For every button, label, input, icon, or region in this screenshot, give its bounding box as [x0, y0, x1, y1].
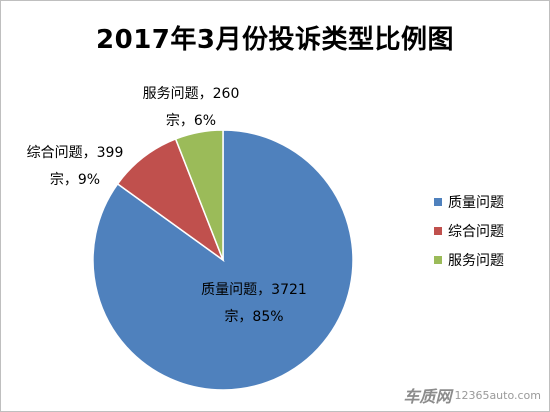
legend-item-service: 服务问题 [434, 245, 504, 274]
data-label-quality-line2: 宗，85% [224, 309, 283, 325]
data-label-general-line1: 综合问题，399 [27, 145, 124, 161]
pie-slice-service [174, 129, 224, 261]
data-label-quality-line1: 质量问题，3721 [201, 282, 307, 298]
watermark-brand: 车质网 [403, 387, 452, 406]
data-label-service-line1: 服务问题，260 [143, 86, 240, 102]
watermark: 车质网 12365auto.com [403, 383, 541, 407]
legend-item-general: 综合问题 [434, 216, 504, 245]
legend-item-quality: 质量问题 [434, 187, 504, 216]
legend-swatch-service [434, 255, 442, 264]
legend-label-quality: 质量问题 [448, 194, 504, 211]
legend-label-service: 服务问题 [448, 252, 504, 269]
watermark-site: 12365auto.com [454, 388, 541, 402]
legend-label-general: 综合问题 [448, 223, 504, 240]
legend-swatch-general [434, 226, 442, 235]
legend: 质量问题 综合问题 服务问题 [434, 187, 504, 274]
legend-swatch-quality [434, 197, 442, 206]
data-label-general-line2: 宗，9% [50, 172, 100, 188]
chart-title: 2017年3月份投诉类型比例图 [96, 25, 454, 55]
data-label-service-line2: 宗，6% [166, 113, 216, 129]
